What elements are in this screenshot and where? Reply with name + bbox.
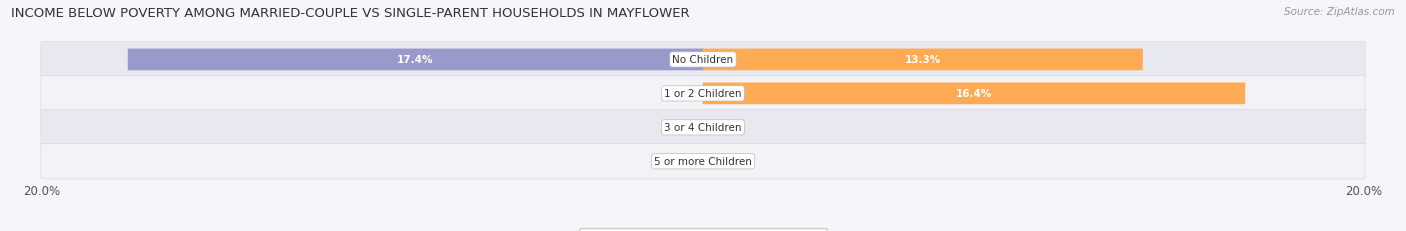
Legend: Married Couples, Single Parents: Married Couples, Single Parents [579,228,827,231]
FancyBboxPatch shape [703,49,1143,71]
FancyBboxPatch shape [128,49,703,71]
Text: 13.3%: 13.3% [904,55,941,65]
Text: 0.0%: 0.0% [664,123,690,133]
Text: 3 or 4 Children: 3 or 4 Children [664,123,742,133]
Text: No Children: No Children [672,55,734,65]
FancyBboxPatch shape [41,110,1365,145]
Text: 0.0%: 0.0% [716,123,742,133]
Text: 0.0%: 0.0% [664,89,690,99]
FancyBboxPatch shape [41,43,1365,78]
Text: 0.0%: 0.0% [716,157,742,167]
FancyBboxPatch shape [41,144,1365,179]
Text: 17.4%: 17.4% [398,55,434,65]
Text: 16.4%: 16.4% [956,89,993,99]
Text: 1 or 2 Children: 1 or 2 Children [664,89,742,99]
Text: 0.0%: 0.0% [664,157,690,167]
Text: Source: ZipAtlas.com: Source: ZipAtlas.com [1284,7,1395,17]
Text: INCOME BELOW POVERTY AMONG MARRIED-COUPLE VS SINGLE-PARENT HOUSEHOLDS IN MAYFLOW: INCOME BELOW POVERTY AMONG MARRIED-COUPL… [11,7,690,20]
FancyBboxPatch shape [41,76,1365,112]
FancyBboxPatch shape [703,83,1246,105]
Text: 5 or more Children: 5 or more Children [654,157,752,167]
